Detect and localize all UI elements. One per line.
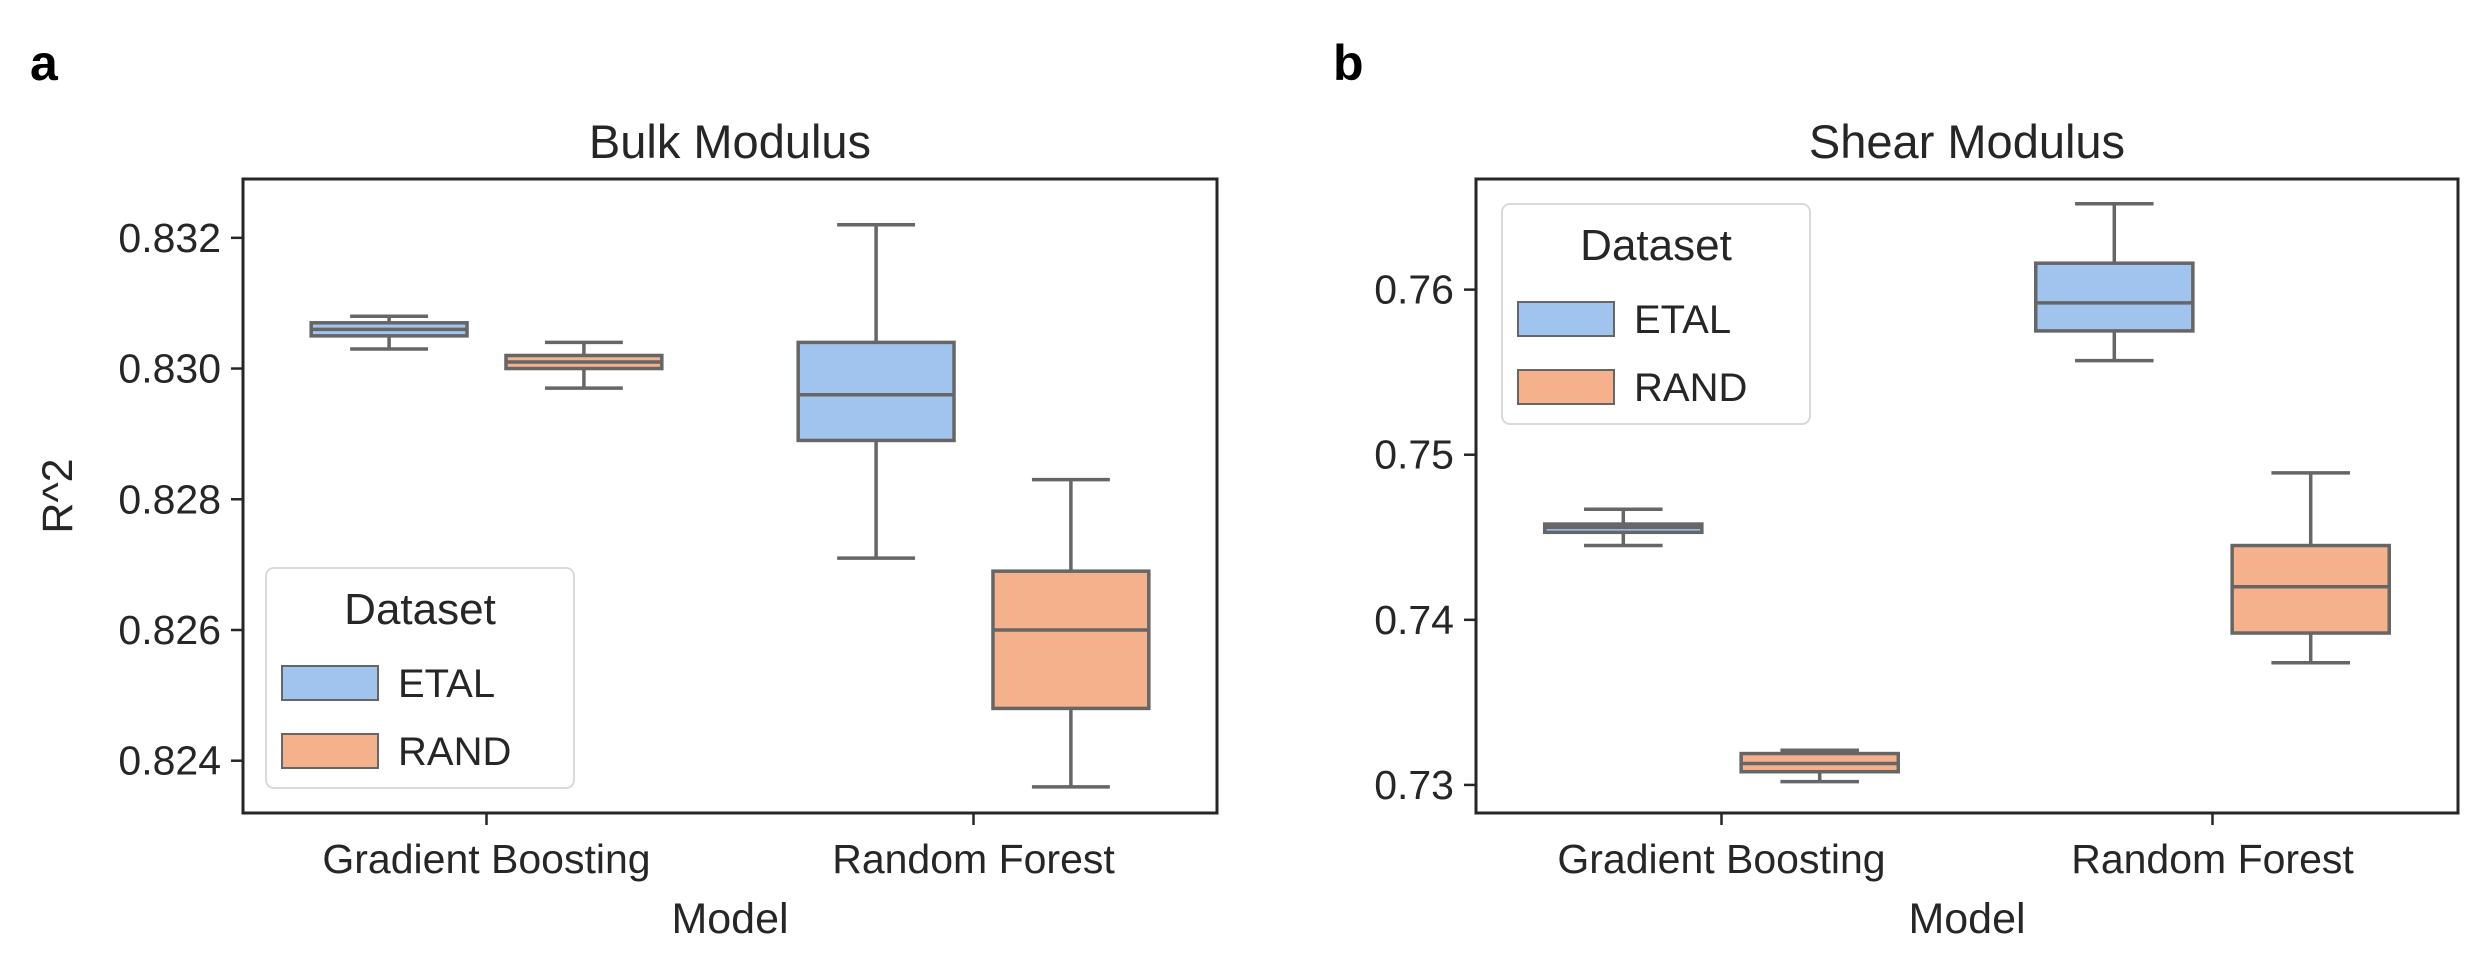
y-axis-label: R^2: [34, 458, 82, 533]
y-tick-label: 0.74: [1374, 597, 1454, 643]
chart-title: Shear Modulus: [1809, 115, 2125, 168]
x-tick-label: Random Forest: [832, 836, 1115, 882]
chart-panel-b: Shear Modulus 0.73 0.74 0.75 0.76 Gradient Bo…: [1374, 115, 2460, 943]
plot-frame: [1474, 177, 2460, 815]
y-tick-label: 0.826: [118, 607, 221, 653]
box-body: [2230, 543, 2392, 635]
legend-swatch-rand: [281, 733, 379, 769]
legend-title: Dataset: [344, 585, 496, 634]
plot-frame: [241, 177, 1219, 815]
panel-letter-b: b: [1333, 35, 1364, 91]
y-tick-label: 0.824: [118, 738, 221, 784]
y-tick-label: 0.75: [1374, 432, 1454, 478]
box-rand-random-forest: [991, 477, 1151, 789]
legend: Dataset ETAL RAND: [1501, 203, 1811, 425]
x-axis-label: Model: [1908, 895, 2025, 943]
y-tick-label: 0.76: [1374, 267, 1454, 313]
legend-swatch-etal: [281, 665, 379, 701]
legend-swatch-rand: [1517, 369, 1615, 405]
panel-letter-a: a: [30, 35, 58, 91]
y-tick-label: 0.73: [1374, 762, 1454, 808]
y-tick-label: 0.830: [118, 346, 221, 392]
box-rand-random-forest: [2230, 471, 2392, 665]
x-tick-label: Gradient Boosting: [322, 836, 650, 882]
box-body: [2033, 261, 2195, 333]
x-tick-label: Random Forest: [2071, 836, 2354, 882]
box-etal-random-forest: [796, 223, 956, 560]
legend-entry-rand: RAND: [398, 730, 511, 774]
y-tick-label: 0.832: [118, 215, 221, 261]
chart-panel-a: Bulk Modulus 0.824 0.826 0.828 0.830 0.832 Gra…: [34, 115, 1219, 943]
legend: Dataset ETAL RAND: [265, 567, 575, 789]
box-body: [796, 340, 956, 443]
legend-entry-rand: RAND: [1634, 366, 1747, 410]
legend-entry-etal: ETAL: [398, 662, 495, 706]
box-etal-gradient-boosting: [1542, 507, 1704, 548]
legend-swatch-etal: [1517, 301, 1615, 337]
box-rand-gradient-boosting: [1739, 748, 1901, 784]
box-body: [991, 569, 1151, 711]
chart-title: Bulk Modulus: [589, 115, 871, 168]
legend-entry-etal: ETAL: [1634, 298, 1731, 342]
y-tick-label: 0.828: [118, 476, 221, 522]
x-axis-label: Model: [671, 895, 788, 943]
box-etal-gradient-boosting: [309, 314, 469, 351]
legend-title: Dataset: [1580, 221, 1732, 270]
x-tick-label: Gradient Boosting: [1557, 836, 1885, 882]
box-rand-gradient-boosting: [504, 340, 664, 390]
box-etal-random-forest: [2033, 202, 2195, 363]
